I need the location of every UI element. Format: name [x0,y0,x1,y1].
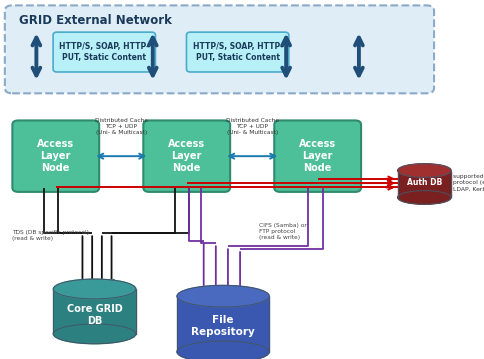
Polygon shape [177,296,269,352]
FancyBboxPatch shape [143,121,229,192]
Ellipse shape [53,279,136,299]
Text: HTTP/S, SOAP, HTTP-
PUT, Static Content: HTTP/S, SOAP, HTTP- PUT, Static Content [192,42,282,62]
Text: Access
Layer
Node: Access Layer Node [299,139,335,173]
FancyBboxPatch shape [274,121,360,192]
Text: Auth DB: Auth DB [406,178,441,187]
FancyBboxPatch shape [186,32,288,72]
Text: File
Repository: File Repository [191,315,255,337]
Polygon shape [53,289,136,334]
Text: Distributed Cache
TCP + UDP
(Uni- & Multicast): Distributed Cache TCP + UDP (Uni- & Mult… [225,118,278,135]
Text: CIFS (Samba) or
FTP protocol
(read & write): CIFS (Samba) or FTP protocol (read & wri… [259,223,306,240]
Polygon shape [397,171,450,197]
Text: Distributed Cache
TCP + UDP
(Uni- & Multicast): Distributed Cache TCP + UDP (Uni- & Mult… [94,118,148,135]
Ellipse shape [397,191,450,204]
FancyBboxPatch shape [53,32,155,72]
Ellipse shape [177,285,269,307]
FancyBboxPatch shape [5,5,433,93]
Text: TDS (DB specific protocol)
(read & write): TDS (DB specific protocol) (read & write… [12,230,89,241]
Text: Access
Layer
Node: Access Layer Node [37,139,74,173]
Text: Core GRID
DB: Core GRID DB [67,304,122,326]
Text: GRID External Network: GRID External Network [19,14,172,27]
Text: supported auth
protocol (e.g.
LDAP, Kerberos): supported auth protocol (e.g. LDAP, Kerb… [453,174,484,191]
FancyBboxPatch shape [13,121,99,192]
Ellipse shape [397,164,450,177]
Text: HTTP/S, SOAP, HTTP-
PUT, Static Content: HTTP/S, SOAP, HTTP- PUT, Static Content [59,42,149,62]
Ellipse shape [53,324,136,344]
Text: Access
Layer
Node: Access Layer Node [168,139,205,173]
Ellipse shape [177,341,269,359]
